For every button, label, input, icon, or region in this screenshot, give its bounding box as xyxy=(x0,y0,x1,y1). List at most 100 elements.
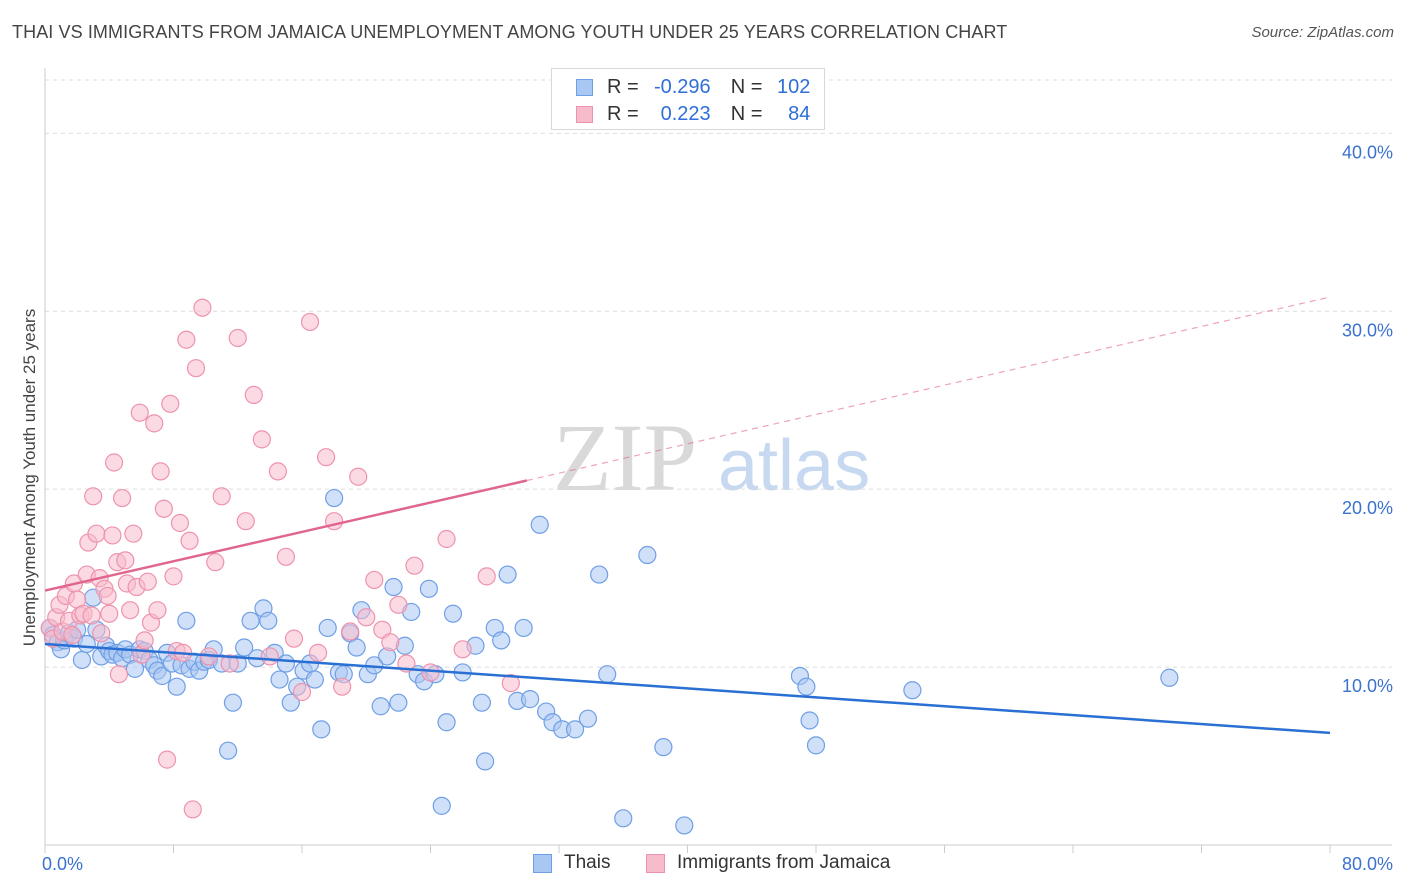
thais-point xyxy=(492,631,511,650)
jamaica-point xyxy=(87,524,106,543)
chart-title: THAI VS IMMIGRANTS FROM JAMAICA UNEMPLOY… xyxy=(12,22,1008,42)
x-tick-label: 0.0% xyxy=(42,854,83,874)
jamaica-point xyxy=(405,556,424,575)
jamaica-point xyxy=(112,488,132,508)
jamaica-point xyxy=(308,643,328,662)
jamaica-point xyxy=(145,414,164,433)
thais-point xyxy=(797,677,816,696)
jamaica-point xyxy=(180,531,199,550)
thais-point xyxy=(437,713,456,732)
thais-point xyxy=(371,697,390,716)
thais-point xyxy=(472,693,491,712)
jamaica-point xyxy=(212,487,231,506)
jamaica-point xyxy=(164,567,183,586)
thais-point xyxy=(312,720,331,739)
thais-point xyxy=(565,720,585,739)
thais-point xyxy=(598,665,617,684)
y-axis-label: Unemployment Among Youth under 25 years xyxy=(20,309,39,646)
jamaica-point xyxy=(100,604,119,623)
jamaica-point xyxy=(121,601,140,620)
jamaica-point xyxy=(170,513,190,533)
thais-point xyxy=(614,809,633,828)
thais-point xyxy=(318,618,337,638)
legend-swatch-jamaica xyxy=(576,105,593,123)
jamaica-point xyxy=(300,312,320,332)
jamaica-point xyxy=(453,640,472,659)
jamaica-point xyxy=(109,665,128,684)
jamaica-point xyxy=(116,551,135,570)
thais-point xyxy=(1160,668,1179,687)
thais-point xyxy=(654,738,673,757)
y-tick-label: 40.0% xyxy=(1342,142,1393,162)
jamaica-point xyxy=(157,750,177,769)
jamaica-point xyxy=(316,448,336,467)
thais-point xyxy=(259,611,278,630)
jamaica-point xyxy=(177,330,196,349)
jamaica-point xyxy=(193,298,212,317)
jamaica-point xyxy=(138,572,157,591)
x-tick-label: 80.0% xyxy=(1342,854,1393,874)
legend-r-label: R = xyxy=(607,75,639,98)
series-legend: Thais Immigrants from Jamaica xyxy=(0,852,1406,878)
legend-r-value: 0.223 xyxy=(660,102,711,125)
jamaica-point xyxy=(268,462,288,481)
jamaica-point xyxy=(186,359,206,378)
thais-point xyxy=(675,816,694,835)
thais-point xyxy=(72,650,92,670)
legend-swatch-thais xyxy=(576,78,593,96)
thais-point xyxy=(520,690,540,709)
thais-point xyxy=(578,709,598,728)
y-tick-label: 30.0% xyxy=(1342,320,1393,340)
jamaica-point xyxy=(130,403,149,422)
jamaica-point xyxy=(92,624,111,643)
jamaica-point xyxy=(341,622,360,641)
legend-row-jamaica: R = 0.223 N = 84 xyxy=(576,102,810,126)
jamaica-point xyxy=(244,385,263,404)
correlation-legend: R = -0.296 N = 102 R = 0.223 N = 84 xyxy=(551,68,825,130)
legend-n-label: N = xyxy=(730,102,763,125)
legend-row-thais: R = -0.296 N = 102 xyxy=(576,75,810,99)
thais-point xyxy=(903,681,922,700)
thais-point xyxy=(167,677,186,696)
jamaica-point xyxy=(421,663,440,682)
jamaica-point xyxy=(228,328,247,348)
legend-r-value: -0.296 xyxy=(653,75,711,98)
jamaica-point xyxy=(161,394,180,413)
legend-r-label: R = xyxy=(607,102,639,125)
legend-item-jamaica: Immigrants from Jamaica xyxy=(646,852,890,874)
jamaica-trend-line-dashed xyxy=(526,296,1331,482)
thais-point xyxy=(305,670,324,689)
jamaica-point xyxy=(82,606,101,625)
jamaica-point xyxy=(365,570,384,590)
y-tick-label: 10.0% xyxy=(1342,676,1393,696)
thais-point xyxy=(514,618,533,638)
thais-point xyxy=(476,752,495,771)
jamaica-point xyxy=(477,567,496,586)
legend-label-thais: Thais xyxy=(564,852,611,873)
jamaica-point xyxy=(206,553,225,572)
thais-point xyxy=(270,670,289,689)
legend-n-label: N = xyxy=(730,75,763,98)
jamaica-point xyxy=(333,677,352,696)
jamaica-point xyxy=(103,526,122,545)
thais-point xyxy=(241,611,260,630)
jamaica-point xyxy=(292,682,312,702)
legend-label-jamaica: Immigrants from Jamaica xyxy=(677,852,891,873)
jamaica-point xyxy=(260,647,279,666)
legend-swatch-jamaica xyxy=(646,853,665,873)
thais-point xyxy=(419,579,438,598)
jamaica-point xyxy=(135,631,154,650)
jamaica-point xyxy=(151,462,170,481)
jamaica-point xyxy=(183,800,202,819)
jamaica-point xyxy=(104,453,124,472)
jamaica-point xyxy=(63,625,82,645)
jamaica-point xyxy=(252,430,271,449)
legend-swatch-thais xyxy=(533,853,552,873)
jamaica-point xyxy=(501,674,520,693)
thais-point xyxy=(443,604,463,623)
thais-point xyxy=(281,693,300,712)
thais-point xyxy=(153,666,172,686)
jamaica-point xyxy=(381,633,400,652)
jamaica-point xyxy=(84,487,103,506)
